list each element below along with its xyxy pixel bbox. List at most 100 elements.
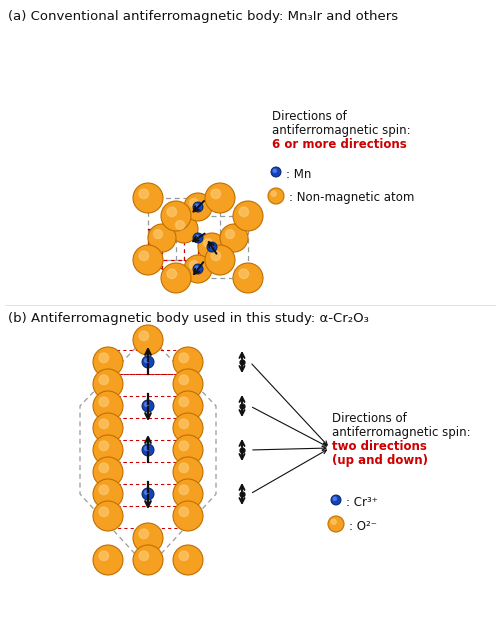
Circle shape (179, 375, 188, 384)
Circle shape (179, 551, 188, 561)
Circle shape (331, 495, 341, 505)
Circle shape (233, 201, 263, 231)
Circle shape (173, 545, 203, 575)
Circle shape (179, 353, 188, 363)
Circle shape (268, 188, 284, 204)
Text: : Non-magnetic atom: : Non-magnetic atom (289, 191, 414, 204)
Circle shape (161, 201, 191, 231)
Circle shape (173, 413, 203, 443)
Circle shape (133, 523, 163, 553)
Circle shape (204, 239, 212, 248)
Circle shape (179, 463, 188, 473)
Circle shape (179, 397, 188, 407)
Text: (b) Antiferromagnetic body used in this study: α-Cr₂O₃: (b) Antiferromagnetic body used in this … (8, 312, 369, 325)
Circle shape (133, 183, 163, 213)
Circle shape (193, 264, 203, 274)
Circle shape (205, 183, 235, 213)
Circle shape (93, 347, 123, 377)
Circle shape (239, 207, 248, 216)
Circle shape (211, 251, 220, 261)
Text: antiferromagnetic spin:: antiferromagnetic spin: (272, 124, 410, 137)
Text: (up and down): (up and down) (332, 454, 428, 467)
Circle shape (93, 413, 123, 443)
Circle shape (99, 419, 108, 429)
Circle shape (220, 224, 248, 252)
Circle shape (139, 331, 148, 341)
Text: : O²⁻: : O²⁻ (349, 520, 377, 533)
Circle shape (273, 169, 276, 172)
Circle shape (209, 244, 212, 247)
Circle shape (195, 266, 198, 269)
Circle shape (93, 479, 123, 509)
Circle shape (179, 485, 188, 494)
Circle shape (173, 501, 203, 531)
Circle shape (133, 245, 163, 275)
Circle shape (139, 529, 148, 539)
Circle shape (99, 353, 108, 363)
Circle shape (195, 235, 198, 239)
Circle shape (99, 551, 108, 561)
Circle shape (93, 501, 123, 531)
Circle shape (167, 207, 176, 216)
Circle shape (99, 463, 108, 473)
Circle shape (184, 193, 212, 221)
Circle shape (99, 507, 108, 517)
Circle shape (205, 245, 235, 275)
Text: Directions of: Directions of (332, 412, 407, 425)
Circle shape (142, 400, 154, 412)
Text: : Cr³⁺: : Cr³⁺ (346, 496, 378, 509)
Circle shape (328, 516, 344, 532)
Text: two directions: two directions (332, 440, 427, 453)
Circle shape (167, 269, 176, 279)
Circle shape (179, 441, 188, 451)
Circle shape (93, 545, 123, 575)
Circle shape (211, 189, 220, 198)
Circle shape (99, 485, 108, 494)
Circle shape (198, 233, 226, 261)
Circle shape (133, 325, 163, 355)
Circle shape (144, 402, 148, 407)
Circle shape (333, 497, 336, 501)
Circle shape (190, 198, 198, 208)
Circle shape (142, 444, 154, 456)
Circle shape (154, 230, 162, 239)
Circle shape (144, 491, 148, 494)
Circle shape (190, 261, 198, 269)
Circle shape (148, 224, 176, 252)
Circle shape (170, 215, 198, 243)
Circle shape (99, 397, 108, 407)
Circle shape (173, 435, 203, 465)
Text: antiferromagnetic spin:: antiferromagnetic spin: (332, 426, 470, 439)
Circle shape (93, 391, 123, 421)
Circle shape (179, 507, 188, 517)
Circle shape (93, 435, 123, 465)
Circle shape (271, 191, 276, 197)
Circle shape (173, 369, 203, 399)
Circle shape (142, 356, 154, 368)
Circle shape (179, 419, 188, 429)
Circle shape (271, 167, 281, 177)
Circle shape (193, 233, 203, 243)
Circle shape (99, 441, 108, 451)
Text: : Mn: : Mn (286, 168, 312, 181)
Circle shape (173, 479, 203, 509)
Circle shape (139, 551, 148, 561)
Circle shape (144, 447, 148, 451)
Text: (a) Conventional antiferromagnetic body: Mn₃Ir and others: (a) Conventional antiferromagnetic body:… (8, 10, 398, 23)
Circle shape (93, 457, 123, 487)
Circle shape (139, 189, 148, 198)
Text: Directions of: Directions of (272, 110, 347, 123)
Circle shape (173, 347, 203, 377)
Circle shape (207, 242, 217, 252)
Text: 6 or more directions: 6 or more directions (272, 138, 407, 151)
Circle shape (144, 358, 148, 363)
Circle shape (176, 221, 184, 229)
Circle shape (93, 369, 123, 399)
Circle shape (99, 375, 108, 384)
Circle shape (184, 255, 212, 283)
Circle shape (226, 230, 234, 239)
Circle shape (239, 269, 248, 279)
Circle shape (142, 488, 154, 500)
Circle shape (193, 202, 203, 212)
Circle shape (173, 457, 203, 487)
